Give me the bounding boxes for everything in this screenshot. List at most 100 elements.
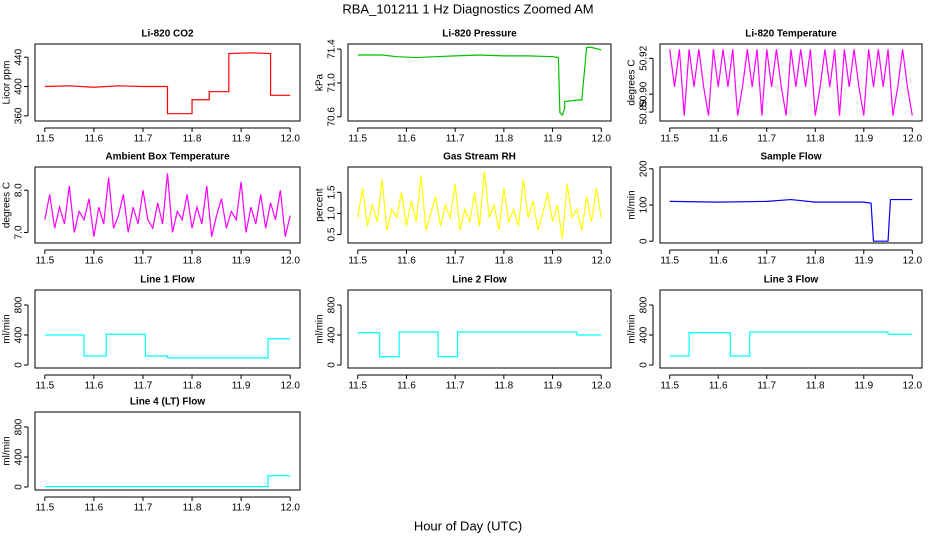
x-tick-label: 12.0 [280, 381, 300, 392]
y-tick-label: 0 [639, 238, 650, 244]
y-tick-label: 800 [14, 418, 25, 435]
panel-title: Line 2 Flow [452, 275, 507, 286]
y-tick-label: 800 [14, 296, 25, 313]
data-line [669, 198, 913, 242]
plot-frame [659, 166, 923, 244]
y-axis-label: Licor ppm [2, 61, 13, 105]
y-axis-label: ml/min [627, 190, 638, 219]
x-tick-label: 11.8 [806, 381, 825, 392]
x-tick-label: 12.0 [903, 256, 923, 267]
y-tick-label: 200 [639, 160, 650, 177]
x-tick-label: 11.9 [543, 134, 562, 145]
y-axis-label: ml/min [627, 314, 638, 343]
x-tick-label: 12.0 [280, 503, 300, 514]
y-tick-label: 0 [14, 362, 25, 368]
x-tick-label: 11.5 [35, 256, 54, 267]
y-tick-label: 800 [639, 296, 650, 313]
y-axis-label: ml/min [2, 436, 13, 465]
y-tick-label: 70.6 [327, 107, 338, 127]
y-tick-label: 8.0 [14, 183, 25, 197]
x-tick-label: 11.7 [134, 256, 153, 267]
x-tick-label: 11.5 [660, 134, 679, 145]
x-tick-label: 11.5 [35, 134, 54, 145]
y-tick-label: 400 [327, 326, 338, 343]
x-tick-label: 11.5 [348, 381, 367, 392]
y-tick-label: 440 [14, 48, 25, 65]
y-tick-label: 71.4 [327, 39, 338, 59]
x-tick-label: 11.8 [806, 256, 825, 267]
x-tick-label: 11.7 [446, 381, 465, 392]
panel-title: Li-820 Temperature [745, 29, 837, 40]
x-tick-label: 11.8 [494, 134, 513, 145]
x-tick-label: 12.0 [903, 381, 923, 392]
plot-frame [659, 289, 923, 369]
y-tick-label: 400 [14, 78, 25, 95]
panel-title: Li-820 Pressure [442, 29, 517, 40]
y-axis-label: ml/min [315, 314, 326, 343]
x-tick-label: 11.6 [709, 134, 728, 145]
x-tick-label: 11.5 [35, 503, 54, 514]
x-tick-label: 12.0 [280, 256, 300, 267]
plot-frame [659, 43, 923, 122]
y-tick-label: 0 [14, 484, 25, 490]
x-tick-label: 11.9 [543, 381, 562, 392]
panel-title: Line 3 Flow [764, 275, 819, 286]
y-tick-label: 1.5 [327, 185, 338, 199]
x-tick-label: 11.7 [134, 134, 153, 145]
x-tick-label: 11.7 [134, 503, 153, 514]
x-tick-label: 12.0 [592, 134, 612, 145]
page-title: RBA_101211 1 Hz Diagnostics Zoomed AM [342, 1, 593, 16]
x-tick-label: 11.9 [232, 134, 251, 145]
y-tick-label: 800 [327, 296, 338, 313]
y-tick-label: 71.0 [327, 73, 338, 93]
x-tick-label: 11.5 [348, 134, 367, 145]
x-tick-label: 11.6 [709, 256, 728, 267]
x-tick-label: 12.0 [903, 134, 923, 145]
plot-frame [34, 289, 301, 369]
x-tick-label: 11.8 [183, 256, 202, 267]
x-tick-label: 11.7 [446, 256, 465, 267]
y-tick-label: 400 [14, 326, 25, 343]
x-tick-label: 11.7 [757, 256, 776, 267]
y-axis-label: degrees C [627, 59, 638, 105]
data-line [44, 52, 291, 115]
plot-frame [347, 289, 612, 369]
y-tick-label: 50.92 [639, 45, 650, 70]
plot-frame [347, 43, 612, 122]
data-line [44, 173, 291, 237]
x-tick-label: 11.8 [494, 256, 513, 267]
y-tick-label: 0 [639, 362, 650, 368]
y-tick-label: 400 [14, 448, 25, 465]
x-tick-label: 11.5 [660, 256, 679, 267]
x-tick-label: 11.5 [660, 381, 679, 392]
data-line [357, 171, 602, 239]
x-tick-label: 11.9 [854, 134, 873, 145]
x-tick-label: 11.6 [85, 256, 104, 267]
y-axis-label: kPa [315, 73, 326, 91]
x-tick-label: 11.6 [709, 381, 728, 392]
y-tick-label: 7.0 [14, 225, 25, 239]
x-tick-label: 11.7 [757, 381, 776, 392]
data-line [44, 475, 291, 488]
x-tick-label: 11.8 [183, 381, 202, 392]
panel-title: Gas Stream RH [443, 152, 516, 163]
y-tick-label: 1.0 [327, 206, 338, 220]
x-axis-label: Hour of Day (UTC) [414, 518, 522, 533]
x-tick-label: 11.6 [397, 256, 416, 267]
panel-title: Line 4 (LT) Flow [130, 397, 206, 408]
x-tick-label: 12.0 [592, 256, 612, 267]
x-tick-label: 11.7 [446, 134, 465, 145]
x-tick-label: 11.6 [397, 381, 416, 392]
x-tick-label: 11.8 [183, 503, 202, 514]
x-tick-label: 12.0 [280, 134, 300, 145]
x-tick-label: 11.7 [134, 381, 153, 392]
x-tick-label: 11.6 [85, 381, 104, 392]
data-line [669, 331, 913, 357]
y-tick-label: 50.90 [639, 81, 650, 106]
data-line [357, 46, 602, 117]
x-tick-label: 11.6 [397, 134, 416, 145]
x-tick-label: 11.8 [494, 381, 513, 392]
panel-title: Line 1 Flow [140, 275, 195, 286]
x-tick-label: 11.5 [35, 381, 54, 392]
